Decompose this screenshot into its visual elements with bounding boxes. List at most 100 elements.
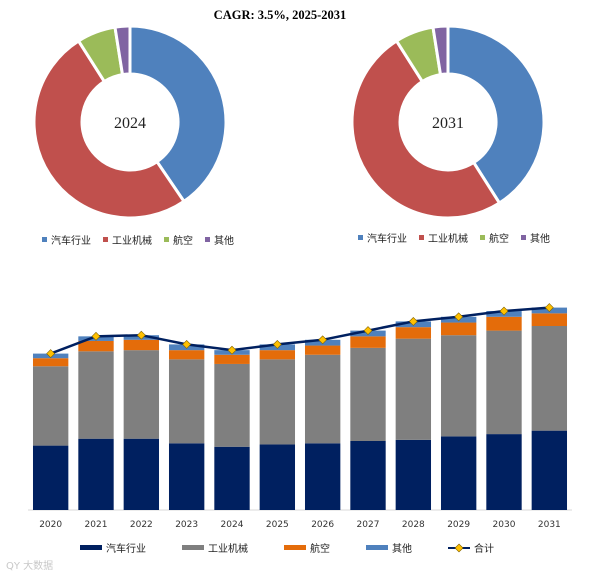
bar-segment-2020-2 <box>32 358 69 367</box>
donut-center-label: 2031 <box>432 115 464 132</box>
bar-segment-2023-1 <box>168 359 205 444</box>
total-marker-2027 <box>363 326 373 336</box>
bar-segment-2024-2 <box>214 354 250 364</box>
legend-label: 工业机械 <box>208 544 248 555</box>
stacked-bar-chart: 2020 2021 2022 2023 2024 2025 2026 2027 2028 2029… <box>28 303 572 530</box>
x-tick-label: 2024 <box>221 520 244 530</box>
bar-segment-2022-2 <box>123 339 160 351</box>
total-marker-2030 <box>499 306 509 316</box>
x-tick-label: 2020 <box>39 520 62 530</box>
bar-segment-2020-0 <box>32 445 69 510</box>
total-marker-2020 <box>46 349 56 359</box>
total-marker-2029 <box>454 312 464 322</box>
bar-segment-2021-2 <box>78 340 114 352</box>
bar-segment-2020-1 <box>32 366 69 446</box>
total-marker-2031 <box>544 303 554 313</box>
total-marker-2028 <box>408 316 418 326</box>
bar-segment-2030-0 <box>486 434 522 510</box>
total-marker-2022 <box>136 330 146 340</box>
legend-item: 汽车行业 <box>358 230 407 245</box>
bar-segment-2030-1 <box>486 330 522 435</box>
bar-segment-2023-0 <box>168 443 205 510</box>
bar-segment-2024-0 <box>214 446 250 510</box>
legend-swatch <box>42 237 47 242</box>
total-marker-2023 <box>182 339 192 349</box>
legend-swatch <box>164 237 169 242</box>
donut-chart-2031: 2031 <box>350 24 546 220</box>
legend-label: 工业机械 <box>112 236 152 247</box>
x-tick-label: 2026 <box>311 520 334 530</box>
total-line <box>50 306 550 355</box>
legend-item: 其他 <box>366 540 412 555</box>
bar-segment-2027-0 <box>350 441 386 510</box>
bar-segment-2027-2 <box>350 336 386 348</box>
legend-label: 航空 <box>489 234 509 245</box>
legend-swatch <box>448 543 470 553</box>
legend-label: 航空 <box>173 236 193 247</box>
donut-slice-2024-3 <box>113 24 132 77</box>
x-tick-label: 2027 <box>357 520 380 530</box>
bar-segment-2026-2 <box>304 345 341 355</box>
bar-segment-2021-0 <box>78 438 114 510</box>
x-tick-label: 2025 <box>266 520 289 530</box>
legend-item: 工业机械 <box>182 540 248 555</box>
bar-segment-2025-2 <box>259 350 296 360</box>
x-tick-label: 2022 <box>130 520 153 530</box>
legend-label: 其他 <box>214 236 234 247</box>
legend-swatch <box>358 235 363 240</box>
bar-segment-2028-2 <box>395 327 432 339</box>
bar-segment-2026-1 <box>304 354 341 444</box>
x-tick-label: 2030 <box>493 520 516 530</box>
bar-segment-2021-1 <box>78 351 114 439</box>
legend-label: 汽车行业 <box>51 236 91 247</box>
legend-swatch <box>284 545 306 550</box>
total-marker-2021 <box>91 331 101 341</box>
bar-segment-2025-1 <box>259 359 296 445</box>
bar-segment-2027-1 <box>350 347 386 441</box>
legend-stacked-bar: 汽车行业 工业机械 航空 其他 合计 <box>80 540 494 555</box>
bar-segment-2031-0 <box>531 430 568 510</box>
legend-item: 航空 <box>164 232 193 247</box>
legend-swatch <box>80 545 102 550</box>
x-tick-label: 2028 <box>402 520 425 530</box>
donut-slice-2031-1 <box>350 38 502 220</box>
donut-slice-2031-0 <box>446 24 546 206</box>
legend-label: 汽车行业 <box>106 544 146 555</box>
x-tick-label: 2023 <box>175 520 198 530</box>
donut-chart-2024: 2024 <box>32 24 228 220</box>
legend-item: 汽车行业 <box>42 232 91 247</box>
legend-swatch <box>480 235 485 240</box>
bar-segment-2028-0 <box>395 439 432 510</box>
bar-segment-2025-0 <box>259 444 296 510</box>
bar-segment-2026-0 <box>304 443 341 510</box>
chart-title: CAGR: 3.5%, 2025-2031 <box>213 8 347 22</box>
legend-label: 工业机械 <box>428 234 468 245</box>
legend-label: 汽车行业 <box>367 234 407 245</box>
bar-segment-2022-1 <box>123 350 160 439</box>
bar-segment-2029-1 <box>440 335 477 437</box>
legend-label: 其他 <box>392 544 412 555</box>
legend-label: 其他 <box>530 234 550 245</box>
x-tick-label: 2029 <box>447 520 470 530</box>
legend-label: 航空 <box>310 544 330 555</box>
bar-segment-2031-1 <box>531 326 568 431</box>
legend-item: 工业机械 <box>419 230 468 245</box>
legend-donut-2031: 汽车行业 工业机械 航空 其他 <box>358 230 562 245</box>
legend-item: 汽车行业 <box>80 540 146 555</box>
legend-item: 其他 <box>521 230 550 245</box>
legend-swatch <box>205 237 210 242</box>
legend-swatch <box>182 545 204 550</box>
donut-center-label: 2024 <box>114 115 146 132</box>
legend-item: 合计 <box>448 540 494 555</box>
bar-segment-2029-0 <box>440 436 477 510</box>
legend-swatch <box>103 237 108 242</box>
total-marker-2026 <box>318 335 328 345</box>
x-tick-label: 2031 <box>538 520 561 530</box>
total-marker-2024 <box>227 345 237 355</box>
legend-item: 航空 <box>480 230 509 245</box>
bar-segment-2022-0 <box>123 438 160 510</box>
legend-item: 航空 <box>284 540 330 555</box>
donut-slice-2024-0 <box>128 24 228 204</box>
watermark-logo: QY 大数据 <box>6 561 54 572</box>
bar-segment-2030-2 <box>486 316 522 331</box>
